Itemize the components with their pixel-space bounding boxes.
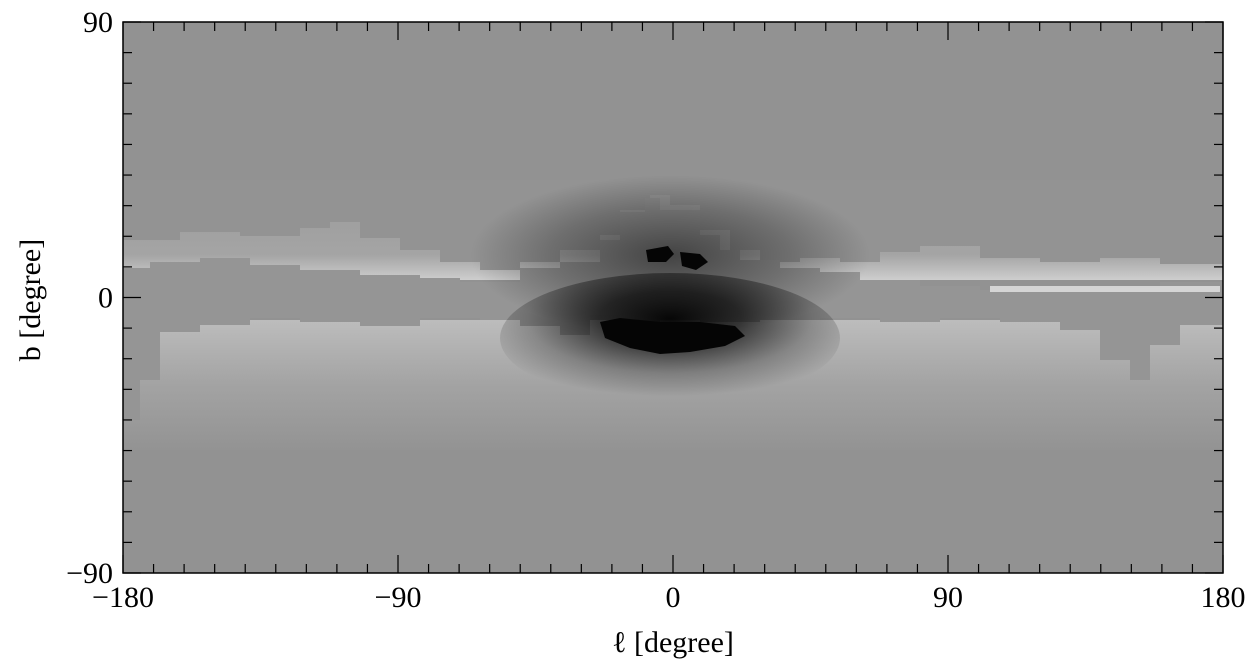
y-axis-label: b [degree] (14, 239, 47, 361)
y-tick-label: 0 (98, 282, 113, 315)
axis-ticks (122, 21, 1224, 574)
x-tick-label: 0 (666, 581, 681, 614)
x-axis-label: ℓ [degree] (612, 626, 734, 659)
x-tick-label: −90 (375, 581, 422, 614)
y-tick-label: −90 (66, 557, 113, 590)
dark-patch-2 (680, 252, 708, 270)
dark-patch-1 (646, 246, 674, 262)
bulge-core (600, 318, 745, 354)
heatmap-image (123, 22, 1223, 573)
x-tick-label: 180 (1201, 581, 1246, 614)
bright-disk-streak (990, 286, 1220, 292)
x-tick-label: 90 (933, 581, 963, 614)
x-tick-label: −180 (92, 581, 154, 614)
y-tick-label: 90 (83, 6, 113, 39)
northern-patchy-region (123, 180, 1223, 270)
